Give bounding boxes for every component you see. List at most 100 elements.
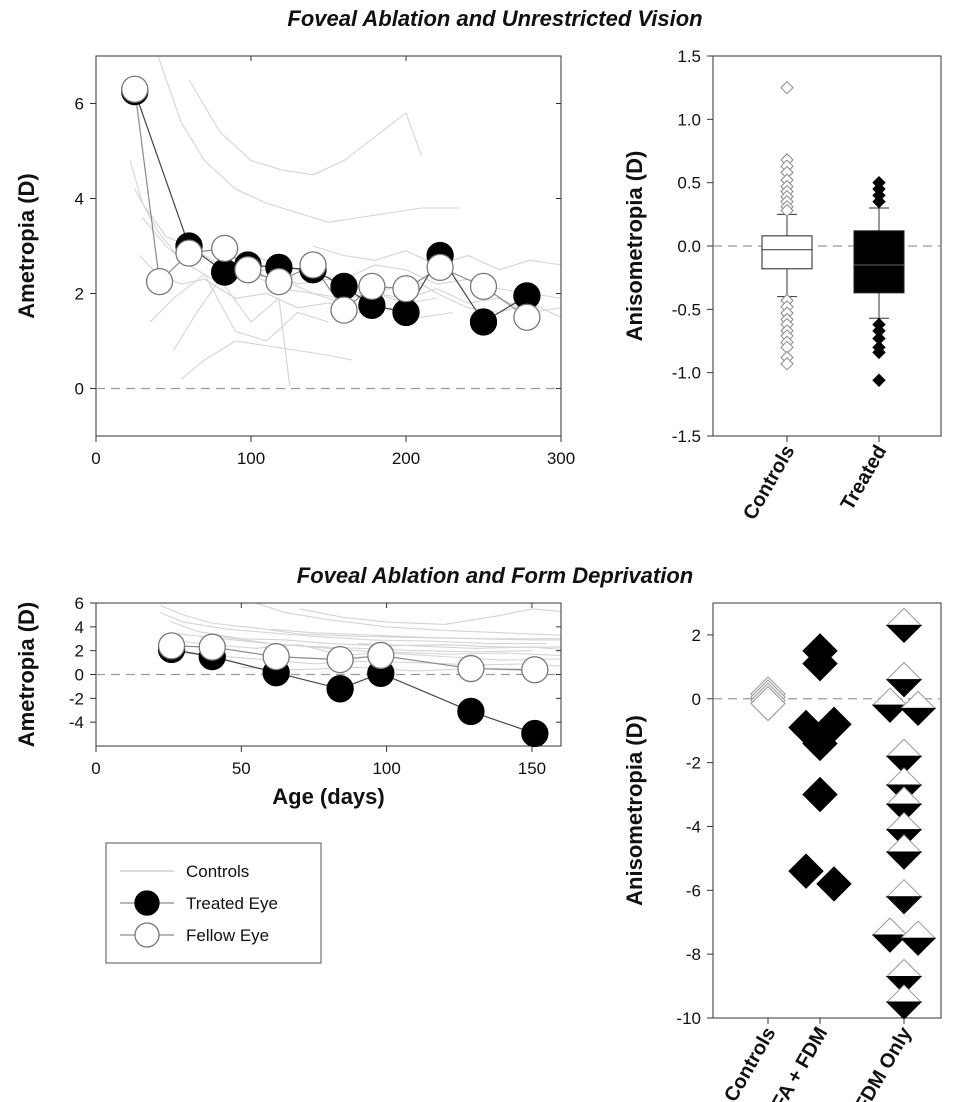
- fellow-eye-point: [145, 267, 174, 296]
- fdm-only-point-top: [885, 661, 923, 681]
- y-tick-label: -8: [686, 945, 701, 964]
- fellow-eye-point: [392, 275, 420, 303]
- y-tick-label: 4: [75, 618, 84, 637]
- control-animal-line: [188, 79, 423, 176]
- x-tick-label: 0: [91, 759, 100, 778]
- y-tick-label: 0: [75, 380, 84, 399]
- control-animal-line: [270, 628, 561, 640]
- fellow-eye-point: [210, 234, 239, 263]
- fdm-only-point-bottom: [871, 704, 909, 723]
- treated-eye-point: [469, 308, 498, 336]
- y-tick-label: 6: [75, 95, 84, 114]
- outlier-point: [872, 345, 886, 360]
- fdm-only-point-top: [885, 958, 923, 977]
- fdm-only-point-bottom: [885, 896, 923, 915]
- fdm-only-point-top: [885, 878, 923, 898]
- y-tick-label: -0.5: [672, 300, 701, 319]
- fellow-eye-point: [457, 654, 485, 683]
- legend-entry-label: Controls: [186, 862, 249, 881]
- y-tick-label: -6: [686, 881, 701, 900]
- control-animal-line: [149, 273, 329, 342]
- x-tick-label: 100: [372, 759, 400, 778]
- outlier-point: [780, 80, 794, 95]
- y-tick-label: 0.0: [677, 237, 701, 256]
- fa-fdm-diamond-point: [816, 866, 852, 902]
- legend-entry-label: Treated Eye: [186, 894, 278, 913]
- y-tick-label: -1.5: [672, 427, 701, 446]
- fellow-eye-point: [299, 251, 327, 279]
- treated-eye-point: [326, 675, 354, 703]
- control-animal-line: [159, 612, 547, 645]
- fellow-eye-point: [175, 239, 203, 267]
- treated-eye-point: [330, 272, 358, 301]
- fdm-only-point-bottom: [871, 934, 909, 953]
- control-animal-line: [157, 56, 461, 223]
- x-tick-label: 200: [392, 449, 420, 468]
- y-tick-label: 0.5: [677, 174, 701, 193]
- fa-fdm-diamond-point: [802, 776, 838, 813]
- fellow-eye-point: [198, 633, 226, 661]
- x-tick-label: 50: [232, 759, 251, 778]
- fdm-only-point-bottom: [885, 624, 923, 644]
- y-tick-label: 0: [75, 666, 84, 685]
- fellow-eye-point: [157, 632, 186, 660]
- category-label: FDM Only: [851, 1023, 917, 1102]
- fdm-only-point-top: [899, 920, 937, 939]
- fellow-eye-point: [426, 253, 454, 282]
- chart-ametropia-form-deprivation: -4 -2 0 2 4 6 0 50 100 150 Ametropia (D) Age (days)…: [14, 594, 562, 964]
- control-animal-line: [357, 642, 561, 651]
- treated-eye-point: [210, 258, 239, 286]
- control-animal-line: [255, 603, 561, 636]
- fdm-only-point-bottom: [885, 1001, 923, 1020]
- x-tick-label: 150: [518, 759, 546, 778]
- outlier-point: [780, 203, 794, 218]
- x-tick-label: 0: [91, 449, 100, 468]
- fdm-only-point-top: [885, 811, 923, 831]
- control-animal-line: [173, 278, 291, 387]
- fellow-eye-point: [367, 641, 395, 670]
- fdm-only-point-bottom: [899, 937, 937, 956]
- fdm-only-point-bottom: [885, 755, 923, 774]
- fdm-only-point-top: [885, 738, 923, 757]
- y-tick-label: -4: [686, 817, 701, 836]
- y-tick-label: 0: [692, 690, 701, 709]
- y-tick-label: 4: [75, 190, 84, 209]
- control-animal-line: [159, 604, 561, 641]
- y-tick-label: -2: [686, 754, 701, 773]
- legend-swatch-marker: [134, 890, 160, 916]
- fellow-eye-point: [513, 303, 541, 331]
- section-title-top: Foveal Ablation and Unrestricted Vision: [287, 6, 702, 31]
- y-axis-title: Anisometropia (D): [622, 151, 647, 342]
- plot-frame: [95, 55, 562, 437]
- fellow-eye-point: [326, 645, 354, 674]
- fellow-eye-point: [262, 642, 290, 671]
- y-tick-label: -10: [676, 1009, 701, 1028]
- fdm-only-point-bottom: [885, 679, 923, 698]
- fa-fdm-diamond-point: [788, 853, 824, 889]
- fdm-only-point-bottom: [899, 707, 937, 727]
- treated-eye-point: [457, 697, 485, 726]
- fellow-eye-point: [121, 75, 149, 103]
- category-label: Treated: [837, 442, 892, 515]
- plot-frame: [712, 602, 942, 1019]
- x-tick-label: 100: [237, 449, 265, 468]
- fdm-only-point-top: [885, 834, 923, 853]
- outlier-point: [872, 194, 886, 209]
- controls-lines: [129, 56, 561, 387]
- control-diamond-point: [750, 685, 786, 722]
- y-tick-label: -1.0: [672, 364, 701, 383]
- fellow-eye-point: [358, 272, 386, 301]
- y-tick-label: 1.5: [677, 47, 701, 66]
- y-axis-title: Ametropia (D): [14, 173, 39, 318]
- fellow-eye-point: [521, 656, 549, 684]
- fdm-only-point-top: [885, 607, 923, 626]
- y-tick-label: -4: [69, 713, 84, 732]
- control-animal-line: [180, 340, 352, 380]
- fa-fdm-diamond-point: [802, 725, 838, 762]
- legend-swatch-marker: [134, 922, 160, 948]
- y-tick-label: 2: [75, 642, 84, 661]
- chart-ametropia-unrestricted: 0 2 4 6 0 100 200 300 Ametropia (D): [14, 55, 575, 468]
- y-tick-label: 2: [692, 626, 701, 645]
